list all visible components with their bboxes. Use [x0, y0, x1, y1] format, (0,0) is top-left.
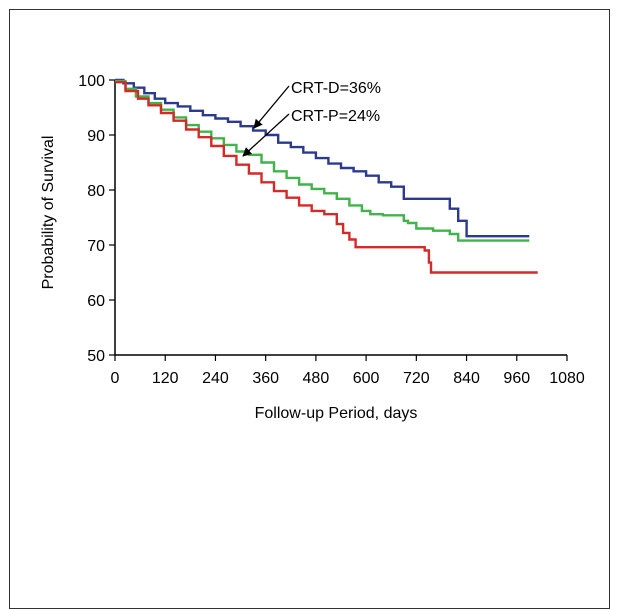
- y-tick-label: 100: [78, 73, 105, 90]
- annotation-crt-d: CRT-D=36%: [291, 80, 381, 97]
- y-tick-label: 60: [87, 293, 105, 310]
- y-tick-label: 70: [87, 238, 105, 255]
- x-tick-label: 600: [353, 370, 380, 387]
- x-tick-label: 840: [453, 370, 480, 387]
- x-tick-label: 1080: [549, 370, 585, 387]
- chart-annotations: CRT-D=36% CRT-P=24%: [242, 80, 381, 157]
- y-axis-label: Probability of Survival: [40, 136, 57, 290]
- x-tick-label: 0: [111, 370, 120, 387]
- series-line-1: [115, 78, 530, 238]
- x-tick-label: 120: [152, 370, 179, 387]
- chart-axes: 50 60 70 80 90 100 0 120 240 360 480 600 720 840 960 10…: [40, 73, 585, 422]
- chart-series: [115, 78, 538, 274]
- series-line-3: [115, 81, 538, 274]
- x-tick-label: 960: [503, 370, 530, 387]
- y-tick-label: 50: [87, 348, 105, 365]
- y-tick-label: 80: [87, 183, 105, 200]
- x-tick-label: 240: [202, 370, 229, 387]
- annotation-crt-p: CRT-P=24%: [291, 108, 380, 125]
- x-tick-label: 720: [403, 370, 430, 387]
- x-axis-label: Follow-up Period, days: [255, 405, 418, 422]
- arrow-crt-d: [253, 85, 290, 129]
- x-tick-label: 480: [303, 370, 330, 387]
- survival-chart: 50 60 70 80 90 100 0 120 240 360 480 600 720 840 960 10…: [40, 73, 585, 422]
- arrow-crt-p: [242, 113, 290, 157]
- x-tick-label: 360: [252, 370, 279, 387]
- y-tick-label: 90: [87, 128, 105, 145]
